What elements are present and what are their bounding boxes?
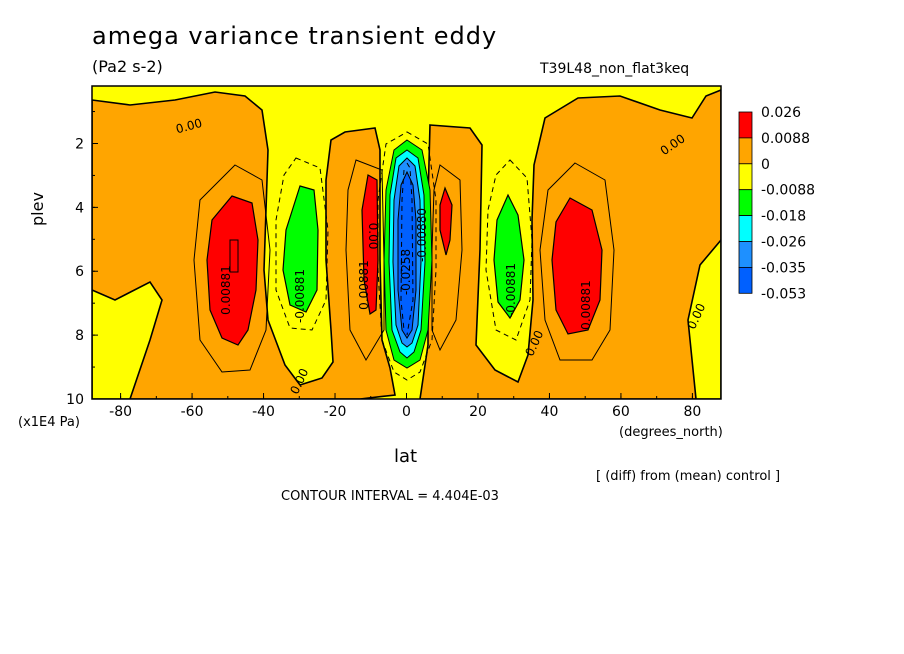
run-label: T39L48_non_flat3keq [540, 61, 690, 77]
x-tick-label: 40 [541, 404, 559, 420]
x-tick-label: 80 [683, 404, 701, 420]
contour-label: 0.00 [366, 223, 380, 250]
x-tick-label: -40 [252, 404, 275, 420]
legend-label: -0.053 [761, 286, 806, 302]
legend-label: -0.026 [761, 235, 806, 251]
contour-label: -0.00881 [504, 263, 518, 317]
chart-units: (Pa2 s-2) [92, 57, 163, 76]
legend-swatch [738, 163, 753, 191]
contour-label: 0.00881 [357, 260, 371, 310]
chart-title: amega variance transient eddy [92, 22, 498, 50]
x-tick-label: -60 [181, 404, 204, 420]
red-sliver-south [361, 174, 379, 316]
legend-swatch [738, 241, 753, 268]
contour-label: -0.0258 [399, 249, 413, 295]
x-tick-label: 20 [469, 404, 487, 420]
legend-label: 0.0088 [761, 131, 810, 147]
red-max-north [551, 197, 603, 335]
legend-label: -0.0088 [761, 183, 815, 199]
contour-labels: 0.000.000.000.000.000.000.00881 -0.00881 0… [174, 116, 708, 396]
contour-field [92, 86, 721, 399]
legend-label: -0.018 [761, 209, 806, 225]
x-tick-label: -80 [109, 404, 132, 420]
equator-deep-blue-core [397, 170, 417, 339]
y-tick-label: 8 [75, 328, 84, 344]
legend-label: 0 [761, 157, 770, 173]
x-tick-label: 0 [402, 404, 411, 420]
yellow-left-edge [92, 280, 163, 399]
x-axis-label: lat [394, 446, 418, 467]
negative-contours [275, 131, 533, 381]
x-axis: -80 -60 -40 -20 0 20 40 60 80 [109, 393, 701, 420]
legend-swatch [738, 137, 753, 165]
legend-label: 0.026 [761, 105, 801, 121]
red-sliver-north [439, 186, 453, 256]
x-axis-unit: (degrees_north) [619, 425, 723, 440]
legend-swatch [738, 266, 753, 294]
positive-contours [193, 159, 615, 373]
comparison-note: [ (diff) from (mean) control ] [596, 469, 781, 484]
y-tick-label: 10 [66, 392, 84, 408]
contour-label: -0.00880 [415, 208, 429, 262]
legend-swatch [738, 215, 753, 242]
contour-label: -0.00881 [293, 269, 307, 323]
y-axis: 2 4 6 8 10 [66, 111, 98, 408]
y-tick-label: 4 [75, 200, 84, 216]
legend-swatch [738, 189, 753, 216]
contour-label: 0.00 [174, 116, 203, 136]
y-axis-unit: (x1E4 Pa) [18, 415, 80, 430]
contour-label: 0.00881 [219, 265, 233, 315]
red-max-south [206, 195, 259, 346]
green-min-north [493, 193, 525, 320]
y-tick-label: 2 [75, 136, 84, 152]
contour-label: 0.00881 [579, 280, 593, 330]
contour-interval-label: CONTOUR INTERVAL = 4.404E-03 [281, 489, 499, 504]
y-tick-label: 6 [75, 264, 84, 280]
x-tick-label: -20 [324, 404, 347, 420]
colorbar-legend: 0.026 0.0088 0 -0.0088 -0.018 -0.026 -0.035 -0.… [738, 105, 815, 302]
green-min-south [282, 185, 319, 313]
legend-label: -0.035 [761, 260, 806, 276]
legend-swatch [738, 111, 753, 139]
yellow-right-edge [687, 238, 721, 399]
x-tick-label: 60 [612, 404, 630, 420]
